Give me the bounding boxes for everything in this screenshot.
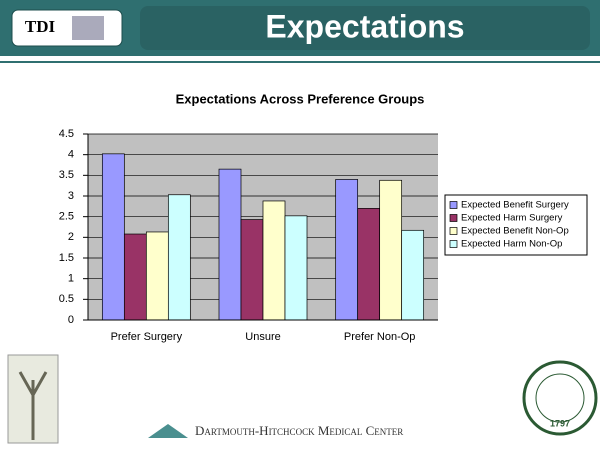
y-tick-label: 2.5 [59,211,74,223]
footer-text: Dartmouth-Hitchcock Medical Center [195,423,403,438]
title-box [140,6,590,50]
bar [123,233,147,321]
y-tick-label: 3 [68,190,74,202]
logo-text: TDI [25,17,56,36]
legend-label: Expected Benefit Surgery [461,200,569,211]
y-tick-label: 2 [68,231,74,243]
logo-icon [72,16,104,40]
bar [262,200,286,321]
slide-title: Expectations [265,8,464,44]
y-tick-label: 4.5 [59,128,74,140]
y-tick-label: 0 [68,314,74,326]
legend-swatch [449,214,458,222]
bar [101,153,125,321]
seal [522,360,598,436]
y-tick-label: 4 [68,149,74,161]
bar [167,194,191,321]
x-tick-label: Unsure [245,331,280,343]
bar [401,229,425,321]
x-tick-label: Prefer Surgery [111,331,183,343]
bar [335,179,359,321]
plot: 0 0.5 1 1.5 2 2.5 3 3.5 4 4.5 Prefer Surgery Unsure… [59,128,588,343]
legend-swatch [449,240,458,248]
seal-year: 1797 [550,418,570,428]
bar [357,208,381,321]
footer-logo [148,424,188,438]
bar [145,231,169,321]
legend-label: Expected Harm Non-Op [461,239,562,250]
legend-swatch [449,201,458,209]
chart-title: Expectations Across Preference Groups [176,91,425,106]
legend-box [444,194,588,256]
legend-label: Expected Benefit Non-Op [461,226,569,237]
y-tick-label: 3.5 [59,169,74,181]
seal-inner [535,373,585,423]
legend-swatch [449,227,458,235]
y-tick-label: 1 [68,273,74,285]
bar [218,168,242,321]
y-tick-label: 0.5 [59,293,74,305]
bar [379,179,403,321]
bar [284,215,308,321]
tree-drawing [18,371,48,440]
x-tick-label: Prefer Non-Op [344,331,416,343]
bar [240,219,264,321]
legend-label: Expected Harm Surgery [461,213,563,224]
y-tick-label: 1.5 [59,252,74,264]
